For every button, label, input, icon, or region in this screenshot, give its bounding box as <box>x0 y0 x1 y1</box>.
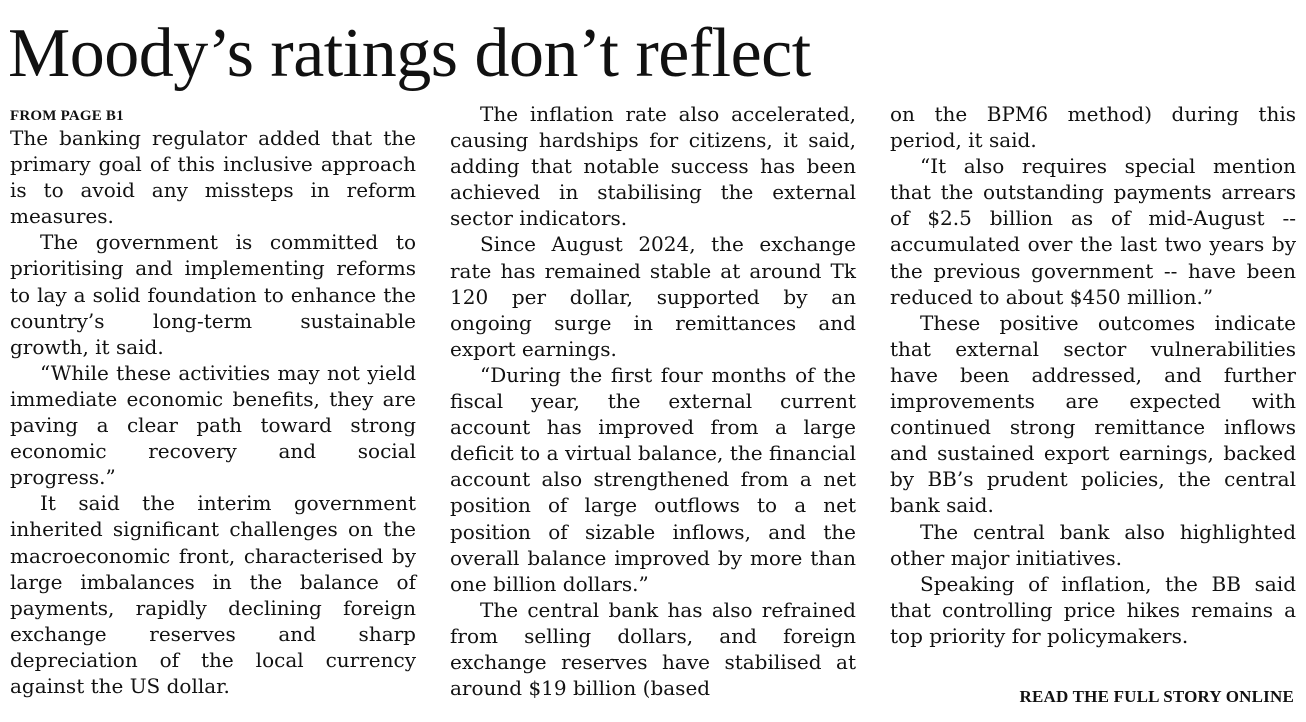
kicker: FROM PAGE B1 <box>10 107 416 125</box>
paragraph: “While these activities may not yield im… <box>10 360 416 490</box>
paragraph: on the BPM6 method) during this period, … <box>890 101 1296 153</box>
article-column-2: The inflation rate also accelerated, cau… <box>450 101 856 701</box>
headline: Moody’s ratings don’t reflect <box>8 14 811 94</box>
paragraph: The central bank also highlighted other … <box>890 519 1296 571</box>
paragraph: The inflation rate also accelerated, cau… <box>450 101 856 231</box>
paragraph: The central bank has also refrained from… <box>450 597 856 701</box>
article-column-3: on the BPM6 method) during this period, … <box>890 101 1296 649</box>
paragraph: It said the interim government inherited… <box>10 490 416 699</box>
read-full-story-link[interactable]: READ THE FULL STORY ONLINE <box>1020 686 1294 708</box>
paragraph: The banking regulator added that the pri… <box>10 125 416 229</box>
paragraph: “During the first four months of the fis… <box>450 362 856 597</box>
article-column-1: FROM PAGE B1 The banking regulator added… <box>10 107 416 699</box>
paragraph: “It also requires special mention that t… <box>890 153 1296 310</box>
paragraph: The government is committed to prioritis… <box>10 229 416 359</box>
paragraph: Since August 2024, the exchange rate has… <box>450 231 856 361</box>
paragraph: These positive outcomes indicate that ex… <box>890 310 1296 519</box>
paragraph: Speaking of inflation, the BB said that … <box>890 571 1296 649</box>
